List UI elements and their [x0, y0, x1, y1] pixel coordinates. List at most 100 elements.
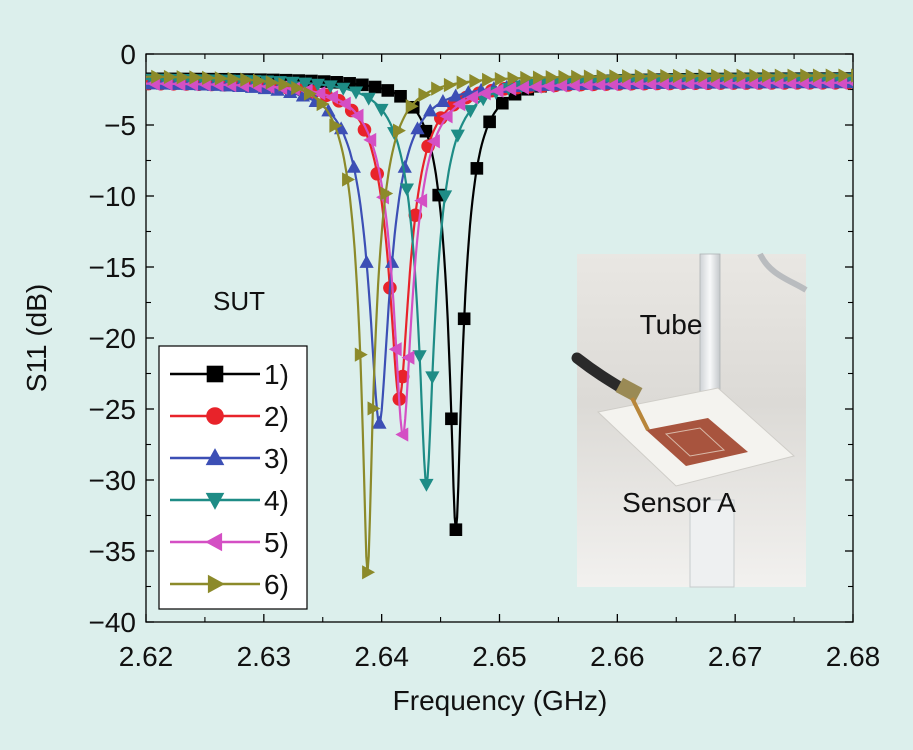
data-point-marker — [426, 134, 440, 149]
data-point-marker — [812, 68, 826, 83]
data-point-marker — [423, 103, 438, 117]
y-tick-label: −25 — [89, 394, 137, 425]
data-point-marker — [381, 84, 395, 97]
data-point-marker — [395, 369, 410, 384]
y-tick-label: −40 — [89, 607, 137, 638]
data-point-marker — [323, 80, 338, 94]
x-tick-label: 2.67 — [708, 641, 763, 672]
data-point-marker — [395, 427, 409, 442]
data-point-marker — [367, 401, 381, 416]
data-point-marker — [348, 86, 364, 100]
data-point-marker — [443, 77, 457, 93]
y-tick-label: −10 — [89, 181, 137, 212]
data-point-marker — [532, 70, 546, 85]
data-point-marker — [336, 82, 351, 96]
legend-marker — [205, 448, 225, 466]
legend-item: 3) — [170, 443, 289, 474]
data-point-marker — [312, 86, 326, 101]
inset-label-sensor: Sensor A — [622, 487, 736, 518]
data-point-marker — [450, 129, 465, 143]
y-tick-label: −20 — [89, 323, 137, 354]
data-point-marker — [490, 83, 504, 98]
data-point-marker — [558, 69, 572, 85]
data-point-marker — [370, 166, 384, 181]
legend-label: 3) — [264, 443, 289, 474]
data-point-marker — [482, 72, 496, 87]
data-point-marker — [660, 68, 674, 84]
x-tick-label: 2.62 — [119, 641, 174, 672]
data-point-marker — [359, 254, 374, 268]
data-point-marker — [418, 87, 432, 102]
legend: SUT 1) 2) 3) 4) 5) 6) — [158, 286, 308, 610]
y-tick-label: −30 — [89, 465, 137, 496]
data-point-marker — [321, 103, 336, 117]
legend-marker — [205, 492, 225, 510]
data-point-marker — [503, 81, 517, 97]
data-point-marker — [672, 68, 686, 84]
x-tick-label: 2.68 — [826, 641, 881, 672]
series-group — [146, 68, 853, 580]
data-point-marker — [394, 89, 407, 103]
data-point-marker — [214, 71, 228, 86]
data-point-marker — [800, 68, 814, 83]
data-point-marker — [346, 159, 361, 173]
data-point-marker — [452, 97, 466, 112]
data-point-marker — [176, 70, 190, 85]
data-point-marker — [278, 77, 292, 92]
x-tick-label: 2.66 — [590, 641, 645, 672]
axis-ticks: 2.62 2.63 2.64 2.65 2.66 2.67 2.68 0 −5 −10 −15 −20… — [89, 39, 881, 672]
data-point-marker — [520, 70, 534, 86]
data-point-marker — [337, 96, 351, 111]
data-point-marker — [437, 190, 453, 204]
y-axis-label: S11 (dB) — [21, 284, 52, 392]
data-point-marker — [545, 70, 559, 85]
y-tick-label: −35 — [89, 536, 137, 567]
data-point-marker — [414, 193, 428, 208]
data-point-marker — [596, 69, 610, 84]
data-point-marker — [711, 68, 725, 83]
data-point-marker — [448, 88, 463, 102]
data-point-marker — [240, 72, 254, 87]
data-point-marker — [647, 69, 661, 84]
x-tick-label: 2.64 — [354, 641, 409, 672]
data-point-marker — [227, 71, 241, 87]
patch-pattern-graphic — [664, 427, 726, 457]
data-point-marker — [374, 103, 389, 117]
data-point-marker — [528, 79, 542, 94]
data-point-marker — [470, 162, 484, 175]
data-point-marker — [445, 412, 458, 426]
legend-marker — [206, 365, 224, 383]
data-point-marker — [291, 80, 305, 96]
data-point-marker — [399, 183, 414, 197]
legend-item: 4) — [170, 485, 289, 516]
data-point-marker — [496, 96, 509, 110]
data-point-marker — [151, 69, 165, 84]
data-point-marker — [368, 80, 382, 94]
data-point-marker — [388, 342, 402, 357]
data-point-marker — [494, 71, 508, 87]
legend-item: 2) — [170, 401, 289, 432]
data-point-marker — [163, 69, 177, 85]
data-point-marker — [325, 90, 339, 105]
data-point-marker — [507, 71, 521, 86]
legend-label: 2) — [264, 401, 289, 432]
tube-hose-graphic — [757, 252, 808, 293]
data-point-marker — [405, 99, 419, 114]
data-point-marker — [265, 75, 279, 90]
data-point-marker — [477, 86, 491, 101]
data-point-marker — [723, 68, 737, 83]
series-6 — [146, 68, 853, 580]
data-point-marker — [362, 565, 376, 580]
patch-graphic — [646, 418, 748, 466]
data-point-marker — [410, 121, 425, 135]
legend-item: 1) — [170, 359, 289, 390]
data-point-marker — [202, 70, 216, 86]
y-tick-label: −5 — [104, 110, 136, 141]
data-point-marker — [419, 478, 434, 492]
data-point-marker — [469, 73, 483, 89]
data-point-marker — [350, 108, 364, 123]
legend-label: 5) — [264, 527, 289, 558]
data-point-marker — [571, 69, 585, 84]
x-tick-label: 2.63 — [237, 641, 292, 672]
